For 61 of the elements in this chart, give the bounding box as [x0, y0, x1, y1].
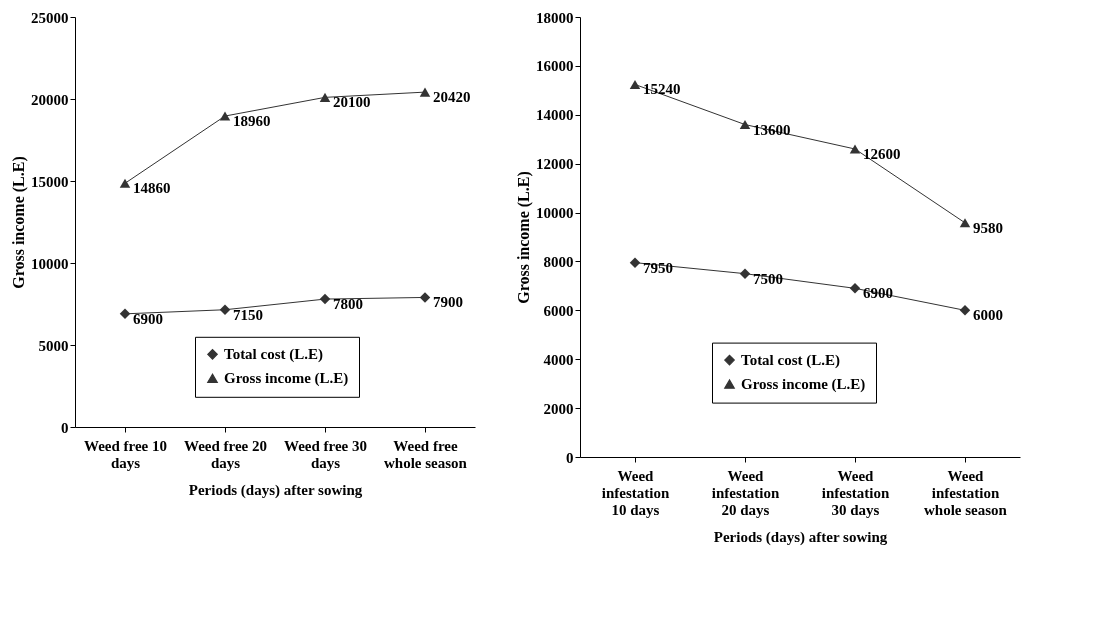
y-tick-label: 0 [566, 449, 574, 466]
data-label: 7950 [643, 259, 673, 276]
data-label: 18960 [233, 113, 271, 130]
y-tick-label: 20000 [31, 91, 69, 108]
point [849, 283, 861, 294]
x-tick-label: Weed free 20 days [183, 437, 268, 471]
data-label: 14860 [133, 180, 171, 197]
data-label: 7150 [233, 306, 263, 323]
y-axis-title: Gross income (L.E) [515, 171, 533, 304]
y-axis-title: Gross income (L.E) [10, 156, 28, 289]
data-label: 7800 [333, 296, 363, 313]
point [629, 257, 641, 268]
x-tick-label: Weed infestation 20 days [711, 467, 780, 518]
data-label: 12600 [863, 146, 901, 162]
legend-label: Gross income (L.E) [741, 376, 866, 394]
y-tick-label: 6000 [543, 302, 574, 319]
y-tick-label: 2000 [543, 400, 574, 417]
data-label: 6000 [973, 307, 1003, 324]
y-tick-label: 0 [61, 419, 69, 436]
legend-label: Total cost (L.E) [741, 352, 841, 370]
y-tick-label: 8000 [543, 253, 574, 270]
y-tick-label: 10000 [31, 255, 69, 272]
x-tick-label: Weed infestation whole season [924, 467, 1008, 518]
y-tick-label: 18000 [536, 9, 574, 26]
data-label: 20100 [333, 94, 371, 111]
y-tick-label: 10000 [536, 205, 574, 222]
data-label: 20420 [433, 89, 471, 106]
point [119, 308, 131, 320]
data-label: 15240 [643, 81, 681, 98]
point [959, 305, 971, 316]
x-tick-label: Weed free whole season [384, 437, 468, 471]
y-tick-label: 16000 [536, 58, 574, 75]
point [739, 268, 751, 279]
y-tick-label: 15000 [31, 173, 69, 190]
x-tick-label: Weed free 30 days [283, 437, 368, 471]
y-tick-label: 12000 [536, 156, 574, 173]
x-tick-label: Weed infestation 10 days [601, 467, 670, 518]
data-label: 7900 [433, 294, 463, 311]
point [739, 120, 751, 130]
legend-label: Total cost (L.E) [224, 346, 324, 364]
point [219, 111, 231, 121]
y-tick-label: 14000 [536, 107, 574, 124]
point [849, 144, 861, 154]
point [419, 292, 431, 303]
data-label: 9580 [973, 219, 1003, 236]
x-axis-title: Periods (days) after sowing [188, 481, 363, 499]
legend-label: Gross income (L.E) [224, 370, 349, 388]
x-tick-label: Weed free 10 days [83, 437, 168, 471]
point [319, 293, 331, 305]
y-tick-label: 25000 [31, 9, 69, 26]
x-tick-label: Weed infestation 30 days [821, 467, 890, 518]
point [219, 304, 231, 315]
point [319, 92, 331, 102]
x-axis-title: Periods (days) after sowing [713, 528, 888, 546]
data-label: 6900 [133, 310, 163, 327]
point [419, 87, 431, 97]
point [959, 218, 971, 228]
point [629, 79, 641, 90]
y-tick-label: 4000 [543, 351, 574, 368]
point [119, 178, 131, 188]
y-tick-label: 5000 [38, 337, 69, 354]
